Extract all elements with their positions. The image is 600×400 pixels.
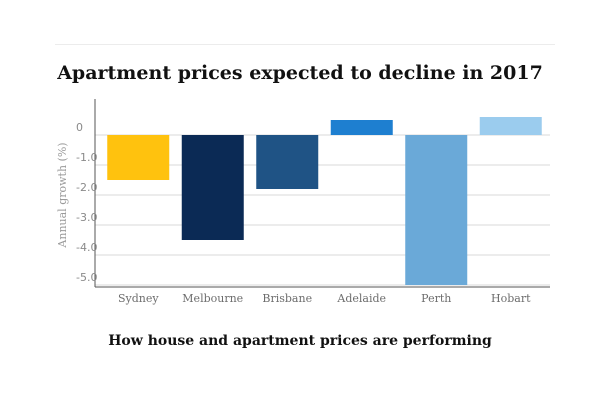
y-tick-label: -1.0 [76, 151, 97, 164]
bar-hobart [479, 117, 542, 135]
y-tick-label: -2.0 [76, 181, 97, 194]
bar-melbourne [181, 135, 244, 240]
x-tick-label: Melbourne [182, 292, 243, 305]
axes [94, 99, 550, 288]
x-tick-label: Sydney [118, 292, 159, 305]
bar-brisbane [256, 135, 319, 189]
y-tick-label: 0 [76, 121, 83, 134]
y-tick-label: -5.0 [76, 271, 97, 284]
x-tick-label: Brisbane [262, 292, 312, 305]
y-axis-label: Annual growth (%) [56, 142, 69, 248]
bar-perth [405, 135, 468, 285]
bar-sydney [107, 135, 170, 180]
chart-caption: How house and apartment prices are perfo… [108, 333, 492, 349]
gridlines [95, 134, 550, 286]
x-tick-label: Adelaide [336, 292, 386, 305]
chart-title: Apartment prices expected to decline in … [57, 62, 543, 84]
bar-adelaide [330, 120, 393, 135]
y-tick-label: -3.0 [76, 211, 97, 224]
y-tick-labels: 0 -1.0 -2.0 -3.0 -4.0 -5.0 [76, 121, 97, 284]
top-divider [55, 44, 555, 45]
x-tick-label: Perth [421, 292, 451, 305]
bars [107, 117, 542, 285]
x-tick-labels: Sydney Melbourne Brisbane Adelaide Perth Hoba… [118, 292, 531, 305]
x-tick-label: Hobart [491, 292, 531, 305]
y-tick-label: -4.0 [76, 241, 97, 254]
